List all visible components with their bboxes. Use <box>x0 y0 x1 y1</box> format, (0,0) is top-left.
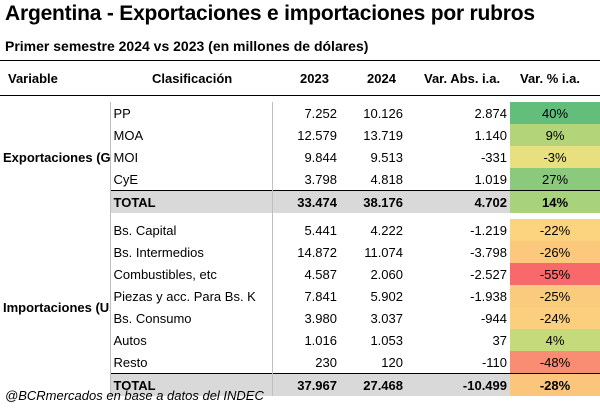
value-2023-cell: 3.798 <box>304 171 337 187</box>
table-row: Combustibles, etc 4.587 2.060 -2.527 -55% <box>0 263 600 285</box>
var-pct-cell: -26% <box>510 241 600 263</box>
var-pct-cell: -3% <box>510 146 600 168</box>
var-pct-cell: 4% <box>510 329 600 351</box>
table-row: MOI 9.844 9.513 -331 -3% <box>0 146 600 168</box>
var-abs-cell: -10.499 <box>406 373 510 396</box>
importaciones-label: Importaciones (Usos Económicos) <box>3 300 110 315</box>
value-2023-cell: 5.441 <box>304 222 337 238</box>
classification-cell: Piezas y acc. Para Bs. K <box>109 285 273 307</box>
table-header: Variable Clasificación 2023 2024 Var. Ab… <box>0 60 600 96</box>
header-clasificacion: Clasificación <box>152 71 233 86</box>
var-pct-cell: 14% <box>510 190 600 213</box>
value-2024-cell: 2.060 <box>370 266 403 282</box>
value-2024-cell: 11.074 <box>364 244 403 260</box>
trade-table: Exportaciones (Grandes Rubros) PP 7.252 10.… <box>0 102 600 396</box>
header-2023: 2023 <box>300 71 329 86</box>
value-2023-cell: 7.841 <box>304 288 337 304</box>
table-row: MOA 12.579 13.719 1.140 9% <box>0 124 600 146</box>
classification-cell: Bs. Intermedios <box>109 241 273 263</box>
header-variable: Variable <box>8 71 58 86</box>
table-row: CyE 3.798 4.818 1.019 27% <box>0 168 600 191</box>
table-row: Resto 230 120 -110 -48% <box>0 351 600 374</box>
header-var-pct: Var. % i.a. <box>520 71 580 86</box>
table-row: Autos 1.016 1.053 37 4% <box>0 329 600 351</box>
var-abs-cell: 2.874 <box>474 105 507 121</box>
page-title: Argentina - Exportaciones e importacione… <box>5 2 535 25</box>
var-pct-cell: -55% <box>510 263 600 285</box>
value-2023-cell: 230 <box>315 354 337 370</box>
var-abs-cell: 37 <box>492 332 507 348</box>
var-abs-cell: -944 <box>480 310 507 326</box>
value-2023-cell: 7.252 <box>304 105 337 121</box>
section-gap <box>0 213 600 219</box>
value-2024-cell: 10.126 <box>363 105 403 121</box>
gap-cell <box>109 213 273 219</box>
page-subtitle: Primer semestre 2024 vs 2023 (en millone… <box>5 38 369 54</box>
classification-cell: TOTAL <box>109 373 273 396</box>
var-abs-cell: -331 <box>480 149 507 165</box>
value-2024-cell: 27.468 <box>340 373 406 396</box>
value-2024-cell: 38.176 <box>340 190 406 213</box>
var-abs-cell: -1.219 <box>470 222 507 238</box>
var-abs-cell: -3.798 <box>470 244 507 260</box>
var-abs-cell: -110 <box>481 354 507 370</box>
table-row: Bs. Consumo 3.980 3.037 -944 -24% <box>0 307 600 329</box>
var-abs-cell: 4.702 <box>406 190 510 213</box>
var-abs-cell: -1.938 <box>470 288 507 304</box>
value-2024-cell: 5.902 <box>370 288 403 304</box>
var-pct-cell: -48% <box>510 351 600 374</box>
var-pct-cell: -28% <box>510 373 600 396</box>
value-2023-cell: 12.579 <box>297 127 337 143</box>
total-row: TOTAL 37.967 27.468 -10.499 -28% <box>0 373 600 396</box>
var-pct-cell: 9% <box>510 124 600 146</box>
var-abs-cell: 1.140 <box>474 127 507 143</box>
value-2024-cell: 1.053 <box>370 332 403 348</box>
value-2024-cell: 120 <box>381 354 403 370</box>
var-abs-cell: -2.527 <box>470 266 507 282</box>
value-2023-cell: 1.016 <box>304 332 337 348</box>
classification-cell: PP <box>109 102 273 124</box>
value-2024-cell: 4.222 <box>370 222 403 238</box>
value-2023-cell: 4.587 <box>304 266 337 282</box>
classification-cell: TOTAL <box>109 190 273 213</box>
exportaciones-label: Exportaciones (Grandes Rubros) <box>3 150 110 165</box>
value-2023-cell: 33.474 <box>272 190 340 213</box>
var-pct-cell: -24% <box>510 307 600 329</box>
classification-cell: Resto <box>109 351 273 374</box>
total-row: TOTAL 33.474 38.176 4.702 14% <box>0 190 600 213</box>
var-pct-cell: 40% <box>510 102 600 124</box>
var-pct-cell: -22% <box>510 219 600 241</box>
var-abs-cell: 1.019 <box>474 171 507 187</box>
classification-cell: Bs. Consumo <box>109 307 273 329</box>
classification-cell: MOI <box>109 146 273 168</box>
header-var-abs: Var. Abs. i.a. <box>424 71 501 86</box>
classification-cell: MOA <box>109 124 273 146</box>
value-2024-cell: 13.719 <box>363 127 403 143</box>
value-2023-cell: 3.980 <box>304 310 337 326</box>
value-2023-cell: 37.967 <box>272 373 340 396</box>
classification-cell: Bs. Capital <box>109 219 273 241</box>
classification-cell: Autos <box>109 329 273 351</box>
value-2024-cell: 9.513 <box>370 149 403 165</box>
header-2024: 2024 <box>367 71 396 86</box>
table-row: Piezas y acc. Para Bs. K 7.841 5.902 -1.938… <box>0 285 600 307</box>
var-pct-cell: -25% <box>510 285 600 307</box>
source-footer: @BCRmercados en base a datos del INDEC <box>5 388 264 403</box>
var-pct-cell: 27% <box>510 168 600 191</box>
value-2023-cell: 14.872 <box>297 244 337 260</box>
table-row: Exportaciones (Grandes Rubros) PP 7.252 10.… <box>0 102 600 165</box>
value-2024-cell: 3.037 <box>370 310 403 326</box>
value-2024-cell: 4.818 <box>370 171 403 187</box>
table-row: Importaciones (Usos Económicos) Bs. Capit… <box>0 219 600 315</box>
value-2023-cell: 9.844 <box>304 149 337 165</box>
classification-cell: Combustibles, etc <box>109 263 273 285</box>
classification-cell: CyE <box>109 168 273 191</box>
table-row: Bs. Intermedios 14.872 11.074 -3.798 -26% <box>0 241 600 263</box>
